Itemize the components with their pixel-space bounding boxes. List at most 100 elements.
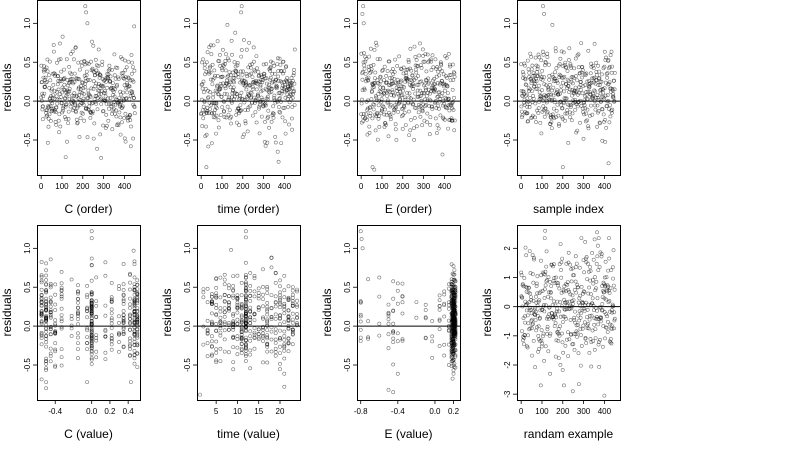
data-point xyxy=(604,55,608,60)
data-point xyxy=(64,102,69,107)
x-tick-label: 0.4 xyxy=(123,407,135,416)
data-point xyxy=(286,308,291,313)
data-point xyxy=(406,109,411,114)
data-point xyxy=(560,256,565,261)
data-point xyxy=(269,325,274,330)
data-point xyxy=(46,105,51,110)
data-point xyxy=(442,342,447,347)
data-point xyxy=(519,270,524,275)
data-point xyxy=(239,305,244,310)
data-point xyxy=(563,343,568,348)
data-point xyxy=(44,359,49,364)
data-point xyxy=(409,118,413,122)
data-point xyxy=(273,280,278,285)
data-point xyxy=(535,67,540,71)
data-point xyxy=(96,64,101,68)
data-point xyxy=(256,335,261,340)
data-point xyxy=(121,313,126,317)
data-point xyxy=(248,329,253,334)
data-point xyxy=(95,146,100,151)
data-point xyxy=(534,328,539,333)
y-tick-label: 0 xyxy=(503,304,512,309)
data-point xyxy=(109,347,114,352)
data-point xyxy=(372,48,377,52)
data-point xyxy=(573,309,577,314)
data-point xyxy=(452,118,457,123)
data-point xyxy=(600,302,605,306)
data-point xyxy=(556,338,561,343)
data-point xyxy=(273,300,278,305)
data-point xyxy=(235,334,240,339)
data-point xyxy=(379,99,384,104)
data-point xyxy=(39,273,44,278)
data-point xyxy=(94,315,99,320)
data-point xyxy=(527,70,532,75)
data-point xyxy=(425,120,430,125)
data-point xyxy=(100,59,105,64)
data-point xyxy=(584,93,589,98)
data-point xyxy=(400,88,405,93)
data-point xyxy=(390,88,395,93)
data-point xyxy=(44,296,49,301)
data-point xyxy=(436,126,441,131)
data-point xyxy=(39,63,44,68)
data-point xyxy=(596,342,601,347)
data-point xyxy=(131,79,136,84)
data-point xyxy=(265,287,270,292)
data-point xyxy=(550,72,555,77)
data-point xyxy=(609,341,614,346)
data-point xyxy=(94,299,99,304)
data-point xyxy=(239,10,244,15)
data-point xyxy=(598,121,602,126)
data-point xyxy=(568,292,573,297)
data-point xyxy=(252,312,257,317)
data-point xyxy=(66,83,70,88)
data-point xyxy=(110,127,115,132)
data-point xyxy=(239,351,244,355)
data-point xyxy=(269,119,274,124)
data-point xyxy=(273,353,278,358)
data-point xyxy=(248,298,253,303)
data-point xyxy=(406,58,411,62)
data-point xyxy=(575,330,580,335)
data-point xyxy=(548,279,552,284)
data-point xyxy=(410,73,415,78)
data-point xyxy=(39,280,44,285)
data-point xyxy=(538,72,542,77)
data-point xyxy=(587,317,592,322)
data-point xyxy=(239,342,244,347)
data-point xyxy=(205,96,210,101)
data-point xyxy=(439,63,444,68)
data-point xyxy=(114,114,119,119)
data-point xyxy=(450,118,455,123)
data-point xyxy=(226,307,231,311)
data-point xyxy=(78,67,82,72)
data-point xyxy=(54,123,59,127)
data-point xyxy=(585,79,590,84)
data-point xyxy=(121,98,126,103)
data-point xyxy=(411,126,416,131)
data-point xyxy=(226,294,231,299)
data-point xyxy=(247,83,252,88)
data-point xyxy=(427,132,432,137)
data-point xyxy=(567,46,572,51)
y-tick-label: 0.0 xyxy=(183,95,192,107)
data-point xyxy=(291,89,296,94)
data-point xyxy=(391,331,396,335)
data-point xyxy=(582,308,587,313)
data-point xyxy=(209,301,214,306)
data-point xyxy=(67,89,72,94)
data-point xyxy=(117,331,121,336)
data-point xyxy=(56,118,61,123)
y-axis-title: residuals xyxy=(0,63,14,111)
x-tick-label: 0.2 xyxy=(104,407,116,416)
data-point xyxy=(552,116,557,121)
data-point xyxy=(48,315,53,320)
data-point xyxy=(271,115,276,120)
data-point xyxy=(44,282,49,287)
x-tick-label: 100 xyxy=(375,182,389,191)
data-point xyxy=(132,275,137,280)
data-point xyxy=(391,329,396,334)
data-point xyxy=(243,260,248,265)
data-point xyxy=(525,111,530,116)
